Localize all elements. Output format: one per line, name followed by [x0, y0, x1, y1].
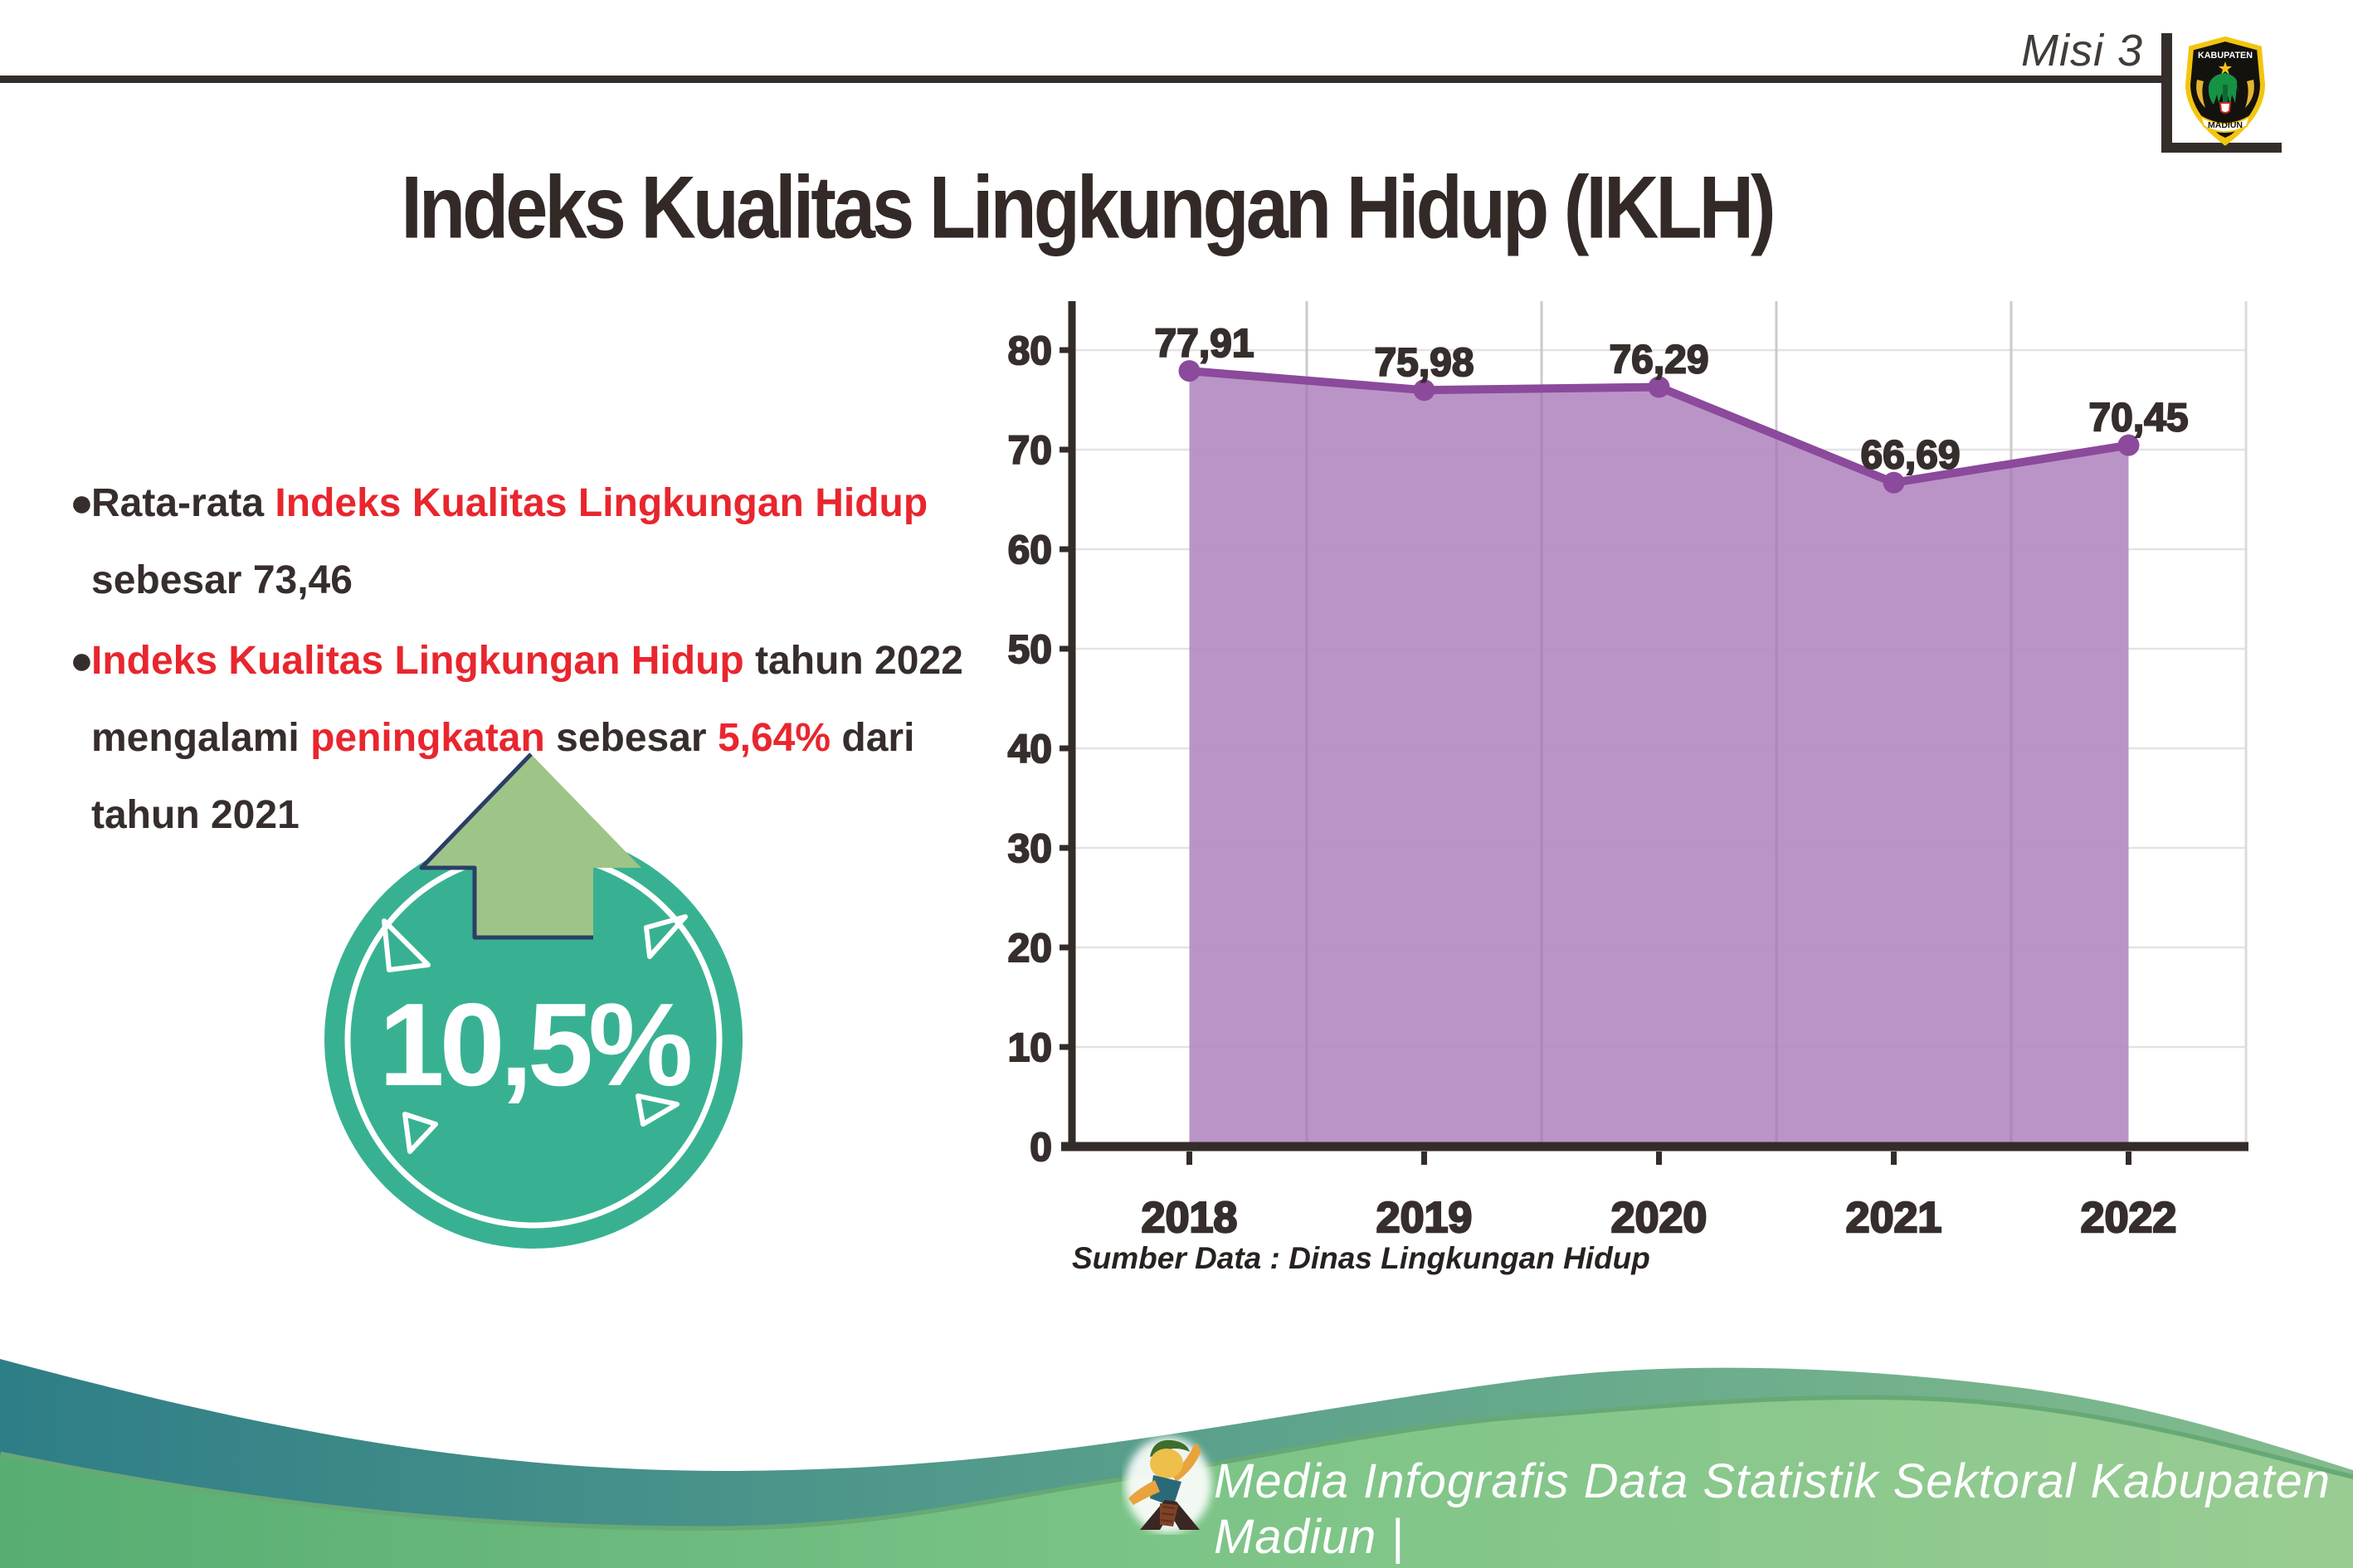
kabupaten-madiun-logo: KABUPATEN MADIUN [2185, 37, 2266, 146]
value-label-2019: 75,98 [1374, 341, 1474, 385]
bullet-segment: Rata-rata [91, 481, 275, 525]
value-label-2021: 66,69 [1860, 434, 1960, 478]
bullet-segment: peningkatan [310, 716, 545, 760]
y-tick-label: 0 [1030, 1126, 1052, 1170]
footer-credit: Media Infografis Data Statistik Sektoral… [1214, 1454, 2331, 1564]
mascot-icon [1125, 1437, 1211, 1533]
value-label-2022: 70,45 [2088, 397, 2188, 441]
bullet-segment: dari tahun 2021 [91, 716, 915, 837]
logo-star-icon [2219, 61, 2232, 75]
bullet-segment: Indeks Kualitas Lingkungan Hidup [91, 639, 744, 683]
value-label-2020: 76,29 [1609, 338, 1708, 382]
chart-source-note: Sumber Data : Dinas Lingkungan Hidup [1072, 1241, 1650, 1275]
bullet-dot: ● [70, 639, 94, 683]
badge-spark-bottom-right-icon [636, 1093, 680, 1127]
iklh-chart: 0 10 20 30 40 50 60 70 80 2018 2019 2020 2021 2022 77,… [1007, 301, 2248, 1243]
badge-spark-bottom-left-icon [402, 1112, 438, 1154]
logo-top-text: KABUPATEN [2198, 51, 2253, 61]
logo-bracket-horizontal [2161, 143, 2282, 153]
badge-spark-top-left-icon [382, 918, 431, 972]
increase-badge: 10,5% [324, 752, 743, 1249]
value-label-2018: 77,91 [1154, 322, 1254, 366]
y-tick-label: 40 [1008, 728, 1052, 772]
mission-label: Misi 3 [2020, 26, 2143, 75]
logo-bracket-vertical [2161, 33, 2172, 153]
bullet-item-increase: ● Indeks Kualitas Lingkungan Hidup tahun… [70, 622, 1040, 854]
bullet-segment: sebesar 73,46 [91, 558, 353, 602]
logo-banner [2199, 114, 2252, 133]
x-tick-label-2020: 2020 [1611, 1194, 1708, 1242]
y-tick-label: 70 [1008, 429, 1052, 473]
bullet-segment: Indeks Kualitas Lingkungan Hidup [275, 481, 928, 525]
y-tick-label: 50 [1008, 628, 1052, 672]
mascot-skirt-texture [1160, 1506, 1176, 1522]
page-title: Indeks Kualitas Lingkungan Hidup (IKLH) [401, 158, 1776, 257]
data-point-2019 [1413, 379, 1435, 402]
y-tick-label: 30 [1008, 827, 1052, 871]
badge-spark-top-right-icon [644, 914, 688, 959]
x-tick-label-2021: 2021 [1846, 1194, 1942, 1242]
header-rule [0, 75, 2163, 83]
bullet-segment: tahun 2022 mengalami [91, 639, 963, 760]
y-tick-label: 10 [1008, 1026, 1052, 1070]
data-point-2022 [2117, 434, 2140, 456]
mascot-skirt [1140, 1500, 1200, 1530]
data-point-2021 [1883, 471, 1905, 494]
bullet-segment: sebesar [544, 716, 718, 760]
logo-inner-shield-icon [2219, 102, 2232, 114]
y-tick-label: 20 [1008, 927, 1052, 971]
mascot-face [1150, 1449, 1183, 1478]
bullet-segment: 5,64% [717, 716, 831, 760]
data-point-2018 [1178, 360, 1201, 382]
y-tick-label: 80 [1008, 329, 1052, 373]
bullet-item-average: ● Rata-rata Indeks Kualitas Lingkungan H… [70, 465, 1040, 619]
bullet-text: Indeks Kualitas Lingkungan Hidup tahun 2… [91, 622, 1021, 854]
x-tick-label-2022: 2022 [2081, 1194, 2177, 1242]
area-fill [1189, 371, 2129, 1147]
data-point-2020 [1648, 376, 1670, 398]
y-tick-label: 60 [1008, 528, 1052, 572]
x-tick-label-2019: 2019 [1376, 1194, 1473, 1242]
logo-bottom-text: MADIUN [2208, 121, 2243, 130]
logo-right-wing-icon [2245, 80, 2254, 108]
logo-left-wing-icon [2196, 80, 2205, 108]
logo-bottom-chevron-icon [2219, 134, 2232, 141]
up-arrow-outline [419, 752, 593, 940]
logo-trunk [2223, 85, 2228, 105]
mascot-torso [1150, 1475, 1181, 1507]
bullet-text: Rata-rata Indeks Kualitas Lingkungan Hid… [91, 465, 1021, 619]
mascot-left-arm [1128, 1480, 1160, 1505]
bullet-dot: ● [70, 481, 94, 525]
badge-circle [324, 830, 743, 1249]
badge-value: 10,5% [379, 979, 690, 1111]
x-tick-label-2018: 2018 [1142, 1194, 1238, 1242]
